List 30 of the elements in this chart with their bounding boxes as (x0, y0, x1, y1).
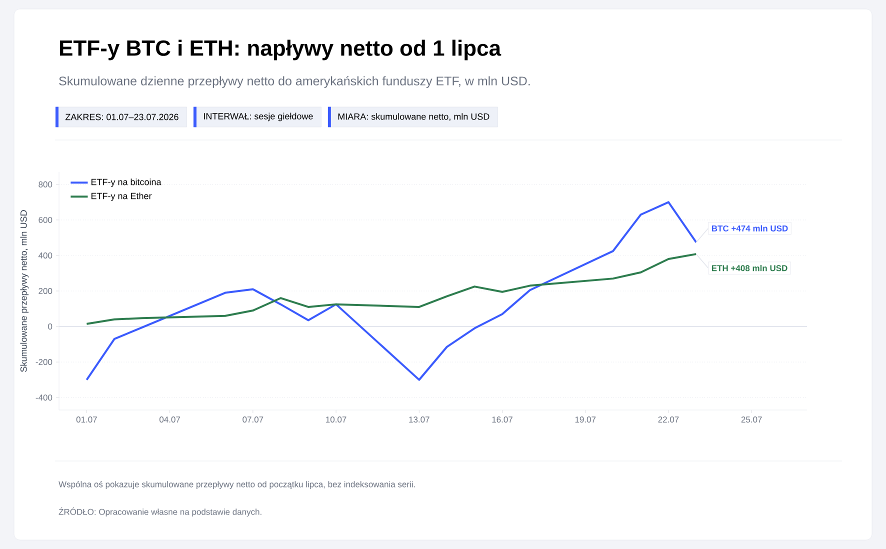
x-tick-label: 19.07 (575, 416, 596, 423)
y-tick-label: 800 (38, 181, 52, 188)
legend-label: ETF-y na Ether (91, 192, 152, 201)
x-tick-label: 25.07 (741, 416, 762, 423)
x-tick-label: 13.07 (409, 416, 430, 423)
text: Wspólna oś pokazuje skumulowane przepływy netto od początku lipca, bez indeksowania serii. (58, 480, 415, 490)
text: ŹRÓDŁO: Opracowanie własne na podstawie danych. (58, 507, 262, 517)
annotation: BTC +474 mln USD (712, 225, 788, 232)
x-tick-label: 04.07 (160, 416, 180, 423)
x-tick-label: 01.07 (76, 416, 97, 423)
text: MIARA: skumulowane netto, mln USD (338, 113, 490, 121)
chart-title: ETF-y BTC i ETH: napływy netto od 1 lipca (60, 40, 502, 60)
y-tick-label: 400 (38, 252, 52, 258)
x-tick-label: 22.07 (658, 416, 679, 423)
y-tick-label: -400 (36, 394, 52, 401)
legend-label: ETF-y na bitcoina (91, 178, 162, 187)
text: INTERWAŁ: sesje giełdowe (204, 112, 313, 122)
x-tick-label: 10.07 (326, 416, 346, 423)
y-axis-title: Skumulowane przepływy netto, mln USD (20, 210, 29, 372)
y-tick-label: 0 (48, 324, 52, 330)
text: ZAKRES: 01.07–23.07.2026 (65, 114, 178, 120)
y-tick-label: 200 (38, 288, 52, 294)
y-tick-label: -200 (36, 359, 52, 366)
line-series (86, 253, 698, 325)
y-tick-label: 600 (38, 216, 52, 223)
line-series (86, 201, 698, 381)
annotation: ETH +408 mln USD (712, 264, 788, 272)
x-tick-label: 16.07 (492, 416, 512, 423)
x-tick-label: 07.07 (242, 416, 264, 423)
chart-subtitle: Skumulowane dzienne przepływy netto do amerykańskich funduszy ETF, w mln USD. (59, 76, 530, 88)
